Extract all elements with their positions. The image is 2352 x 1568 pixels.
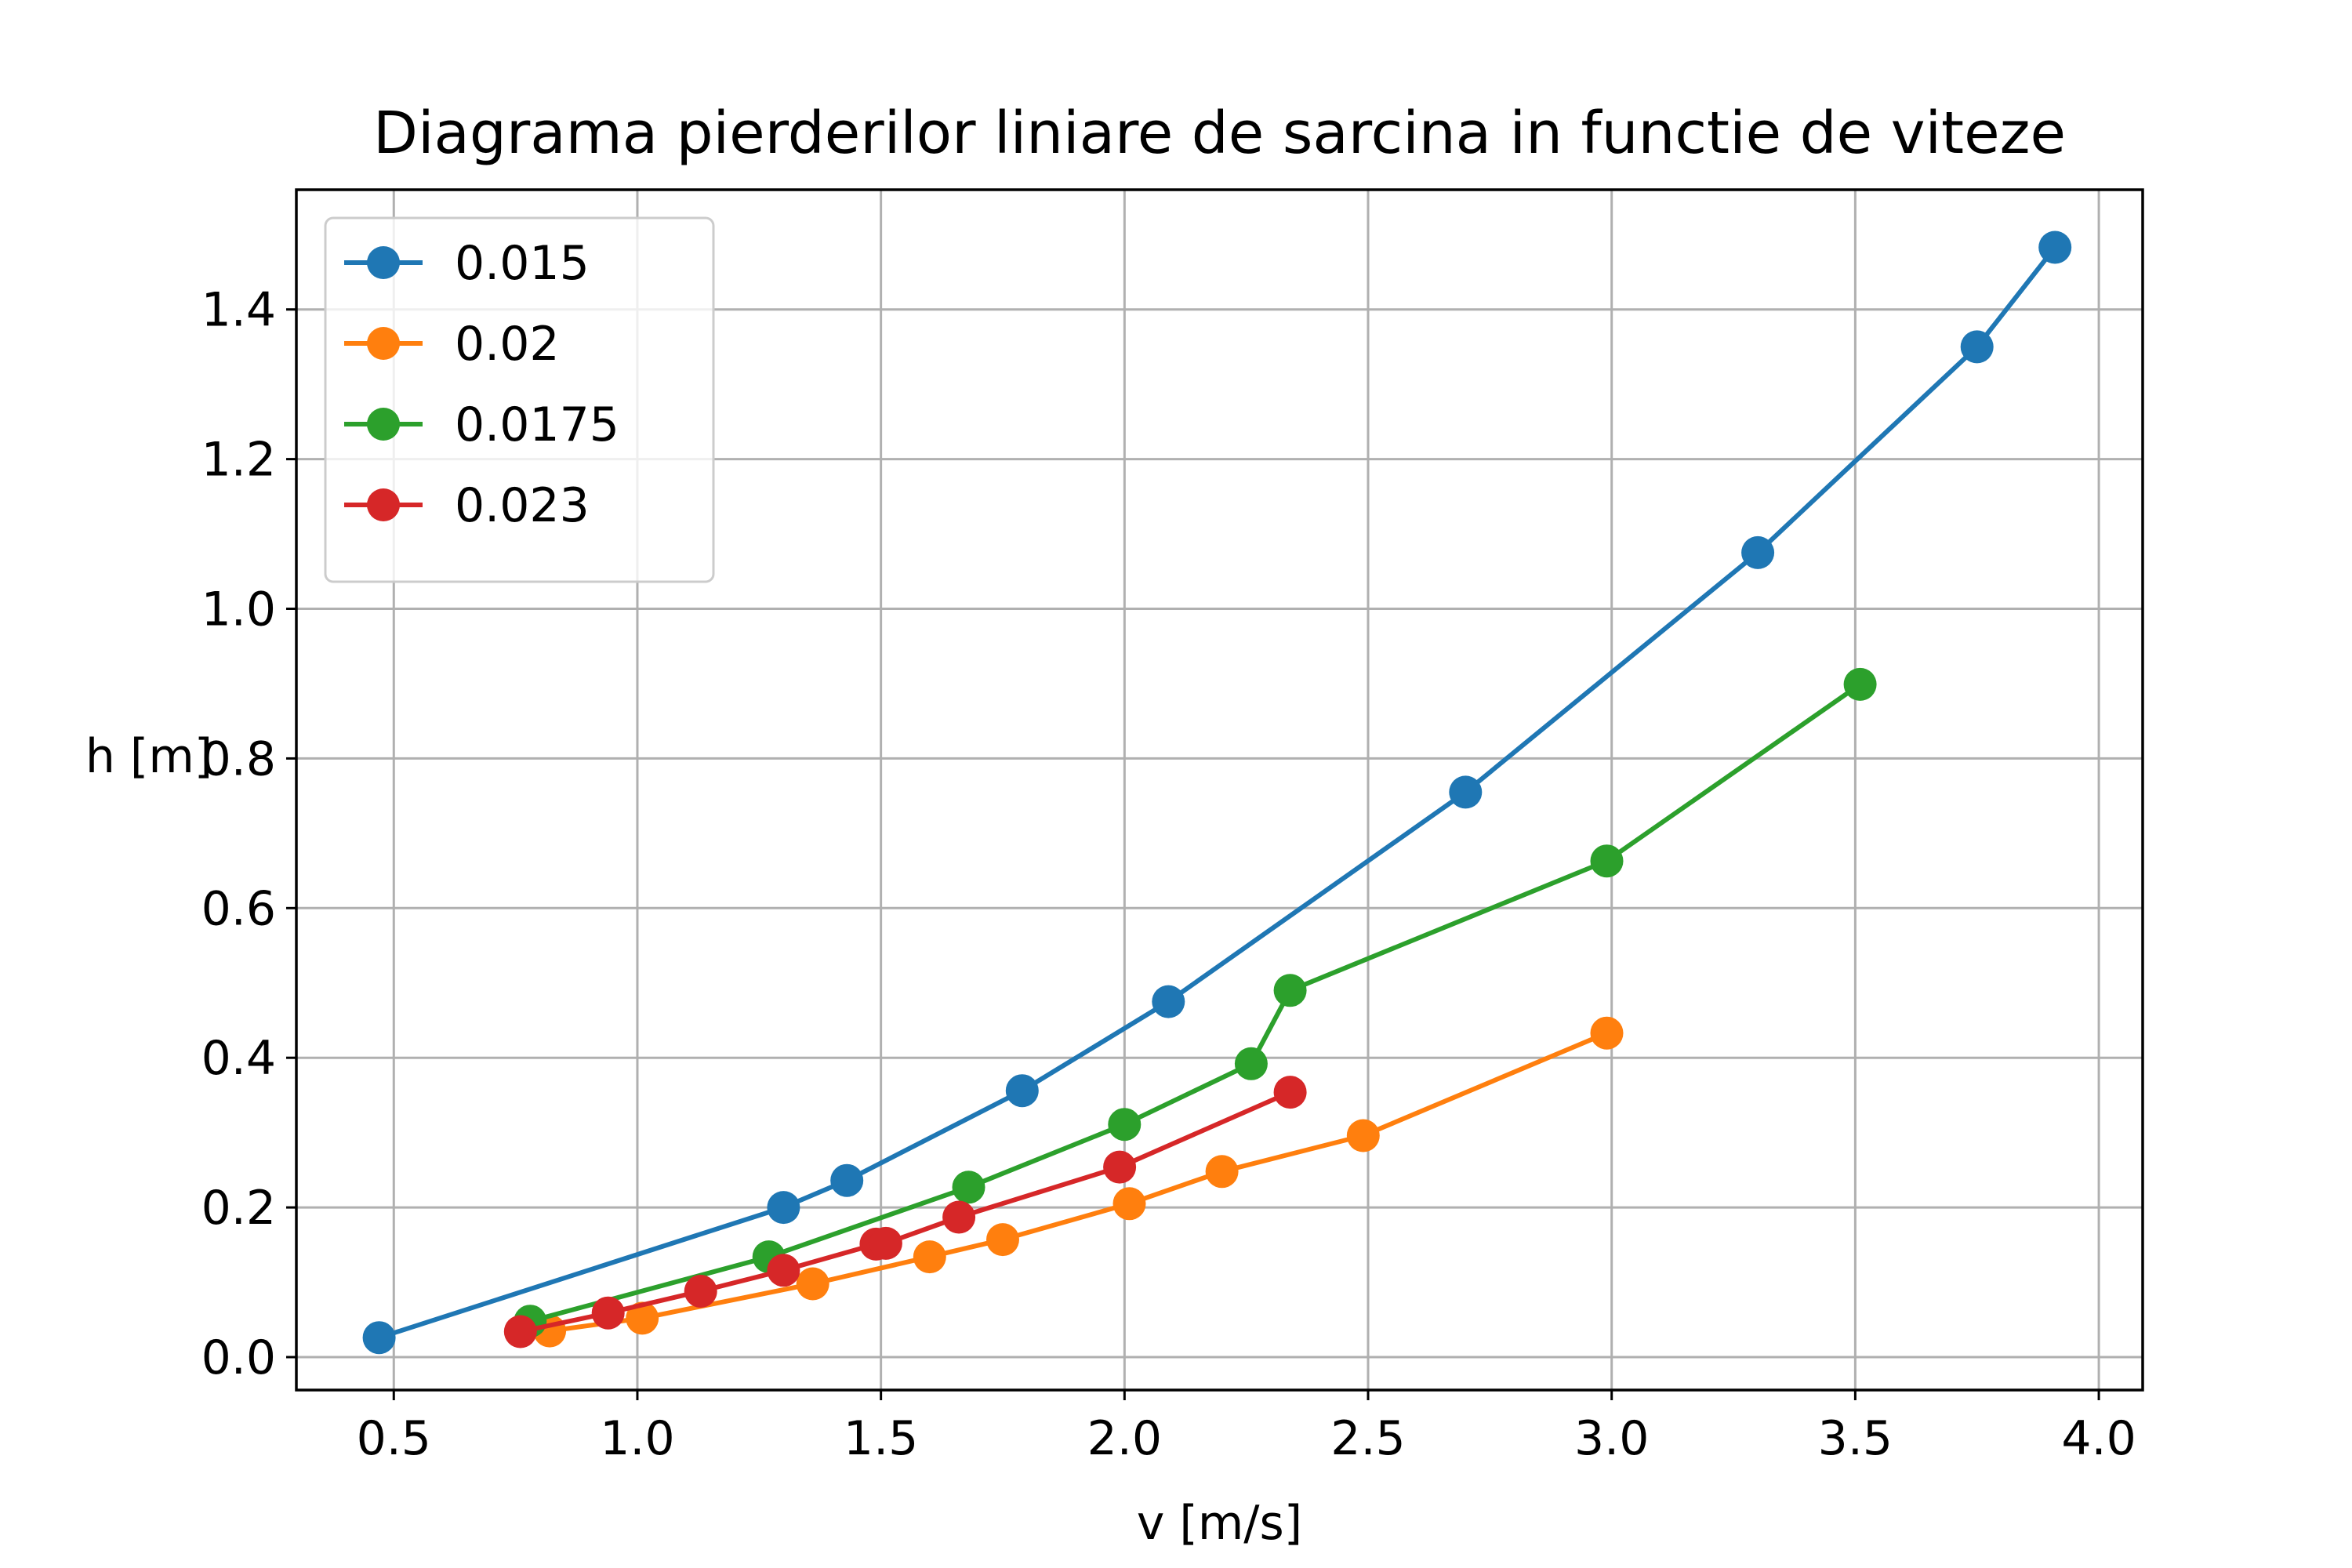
y-axis-label: h [m] bbox=[85, 729, 212, 784]
data-point bbox=[362, 1321, 396, 1355]
series-0.0175 bbox=[514, 667, 1877, 1338]
x-tick-label: 1.5 bbox=[844, 1411, 918, 1466]
y-tick-label: 0.6 bbox=[201, 881, 276, 936]
data-point bbox=[796, 1267, 829, 1301]
y-tick-label: 0.4 bbox=[201, 1031, 276, 1086]
chart-title: Diagrama pierderilor liniare de sarcina … bbox=[373, 100, 2066, 167]
data-point bbox=[1960, 330, 1994, 364]
legend-entry: 0.023 bbox=[344, 478, 590, 533]
data-point bbox=[767, 1254, 800, 1287]
x-tick-label: 4.0 bbox=[2061, 1411, 2136, 1466]
data-point bbox=[1205, 1155, 1239, 1189]
y-tick-label: 1.2 bbox=[201, 433, 276, 488]
legend-label: 0.02 bbox=[455, 317, 560, 372]
series-0.02 bbox=[533, 1016, 1624, 1348]
axis-ticks: 0.5 1.0 1.5 2.0 2.5 3.0 3.5 4.0 0.0 0.2 0.4 0.6 0.8 1… bbox=[201, 283, 2136, 1466]
data-point bbox=[986, 1223, 1019, 1257]
legend-label: 0.0175 bbox=[455, 397, 619, 452]
legend-marker bbox=[367, 488, 400, 521]
data-point bbox=[830, 1163, 864, 1197]
data-point bbox=[591, 1296, 625, 1330]
data-point bbox=[684, 1275, 717, 1308]
y-tick-label: 1.4 bbox=[201, 283, 276, 338]
plot-series bbox=[362, 230, 2072, 1355]
x-tick-label: 3.5 bbox=[1818, 1411, 1893, 1466]
x-axis-label: v [m/s] bbox=[1137, 1496, 1302, 1551]
data-point bbox=[942, 1200, 976, 1234]
data-point bbox=[1590, 1016, 1624, 1050]
data-point bbox=[767, 1191, 800, 1225]
data-point bbox=[1741, 535, 1775, 569]
y-tick-label: 0.0 bbox=[201, 1330, 276, 1385]
x-tick-label: 1.0 bbox=[600, 1411, 674, 1466]
data-point bbox=[1103, 1150, 1137, 1184]
data-point bbox=[1273, 974, 1307, 1007]
legend-label: 0.023 bbox=[455, 478, 590, 533]
y-tick-label: 0.2 bbox=[201, 1181, 276, 1236]
legend-box bbox=[324, 216, 715, 583]
data-point bbox=[1152, 985, 1185, 1018]
legend-entry: 0.015 bbox=[344, 236, 590, 291]
data-point bbox=[1346, 1119, 1380, 1152]
legend-marker bbox=[367, 246, 400, 279]
data-point bbox=[952, 1171, 985, 1204]
series-0.015 bbox=[362, 230, 2072, 1355]
legend-marker bbox=[367, 327, 400, 360]
y-tick-label: 1.0 bbox=[201, 583, 276, 637]
data-point bbox=[1112, 1187, 1146, 1221]
legend-marker bbox=[367, 408, 400, 441]
data-point bbox=[869, 1226, 902, 1260]
data-point bbox=[503, 1315, 537, 1348]
y-tick-label: 0.8 bbox=[201, 731, 276, 786]
data-point bbox=[1005, 1074, 1039, 1108]
x-tick-label: 2.5 bbox=[1330, 1411, 1405, 1466]
series-0.023 bbox=[503, 1076, 1307, 1348]
data-point bbox=[2038, 230, 2072, 264]
grid bbox=[296, 190, 2143, 1390]
series-line bbox=[527, 681, 1864, 1324]
legend-entry: 0.02 bbox=[344, 317, 560, 372]
x-tick-label: 0.5 bbox=[357, 1411, 431, 1466]
data-point bbox=[913, 1240, 946, 1274]
x-tick-label: 2.0 bbox=[1087, 1411, 1162, 1466]
data-point bbox=[1590, 844, 1624, 878]
data-point bbox=[626, 1301, 659, 1335]
data-point bbox=[1843, 667, 1877, 701]
data-point bbox=[1234, 1047, 1268, 1080]
data-point bbox=[1108, 1108, 1142, 1142]
plot-frame bbox=[295, 188, 2144, 1392]
legend-label: 0.015 bbox=[455, 236, 590, 291]
data-point bbox=[1449, 775, 1483, 809]
legend: 0.015 0.02 0.0175 0.023 bbox=[324, 216, 715, 583]
data-point bbox=[1273, 1076, 1307, 1109]
x-tick-label: 3.0 bbox=[1574, 1411, 1649, 1466]
legend-entry: 0.0175 bbox=[344, 397, 619, 452]
